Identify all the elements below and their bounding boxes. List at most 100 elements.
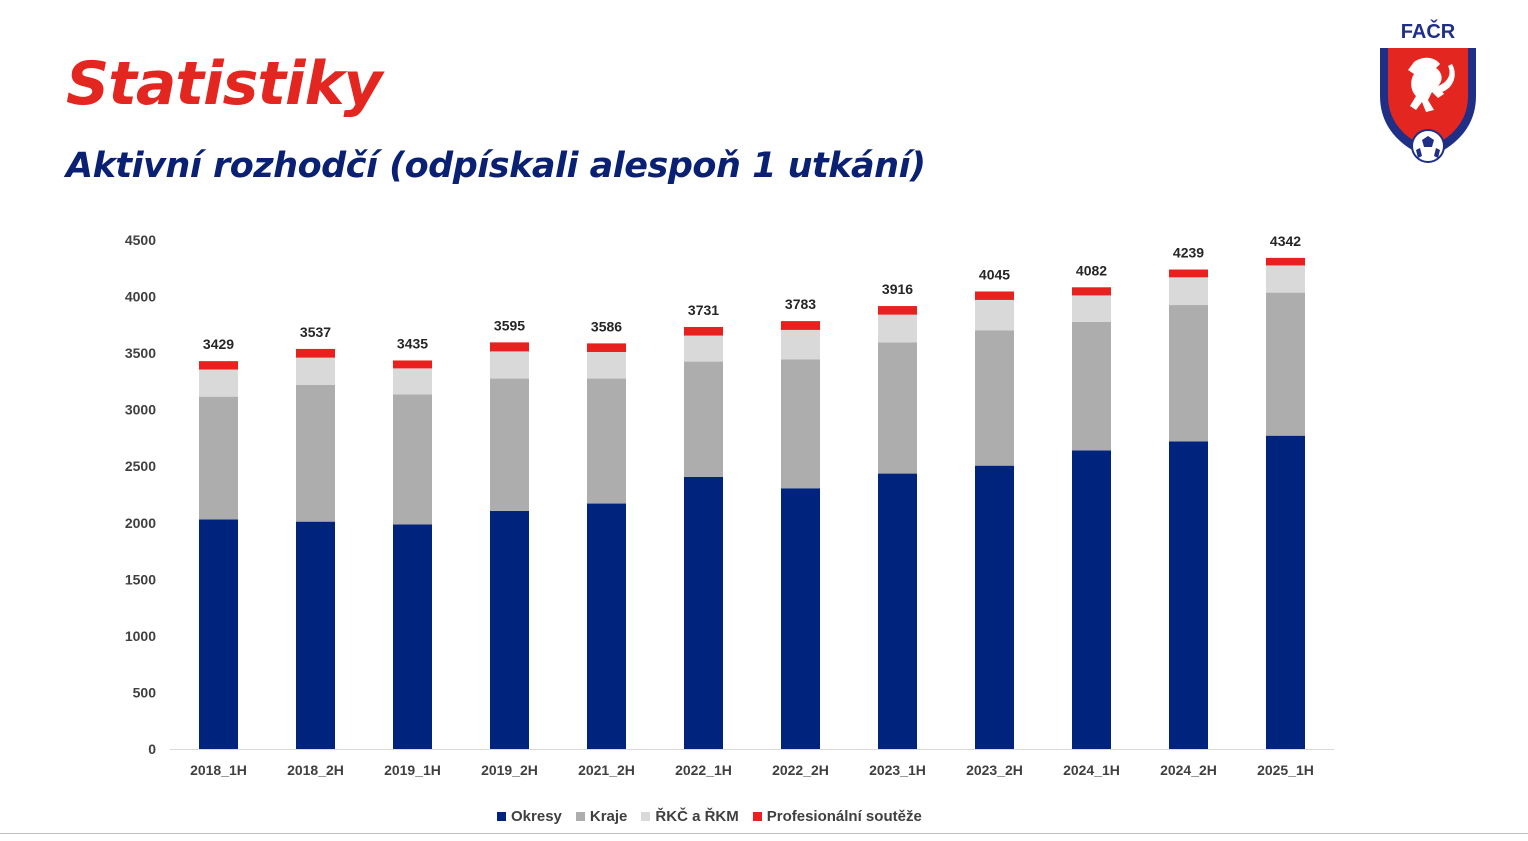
bar-segment	[490, 378, 529, 511]
x-tick-label: 2025_1H	[1257, 762, 1314, 778]
bar-segment	[1072, 295, 1111, 323]
y-tick-label: 4000	[125, 289, 156, 305]
legend-label: Kraje	[589, 808, 628, 825]
y-tick-label: 500	[133, 684, 157, 700]
bar-segment	[199, 396, 238, 520]
bar-segment	[490, 351, 529, 379]
bar-segment	[878, 314, 917, 343]
bar-segment	[1266, 292, 1305, 436]
bar-segment	[975, 330, 1014, 466]
bar-segment	[393, 368, 432, 395]
bar-segment	[1169, 305, 1208, 442]
data-label-total: 4045	[979, 266, 1010, 282]
bar-segment	[199, 369, 238, 397]
legend-swatch	[497, 812, 506, 821]
legend-swatch	[752, 812, 762, 821]
y-tick-label: 3500	[125, 345, 156, 361]
x-tick-label: 2018_1H	[190, 762, 247, 778]
y-tick-label: 2000	[125, 515, 156, 531]
data-label-total: 4342	[1270, 233, 1301, 249]
bar-segment	[199, 361, 238, 370]
bar-segment	[296, 384, 335, 522]
bar-segment	[490, 510, 529, 749]
legend-label: Okresy	[511, 808, 562, 825]
x-tick-label: 2023_2H	[966, 762, 1023, 778]
bar-segment	[1072, 450, 1111, 749]
data-label-total: 3537	[300, 324, 331, 340]
data-label-total: 3916	[882, 281, 913, 297]
y-tick-label: 1000	[125, 628, 156, 644]
slide-subtitle: Aktivní rozhodčí (odpískali alespoň 1 ut…	[66, 146, 926, 186]
x-tick-label: 2018_2H	[287, 762, 344, 778]
bar-segment	[1266, 435, 1305, 749]
y-axis: 0 500 1000 1500 2000 2500 3000 3500 4000 4500	[125, 232, 156, 757]
x-tick-label: 2019_1H	[384, 762, 441, 778]
stacked-bar-chart: 0 500 1000 1500 2000 2500 3000 3500 4000 4500 201…	[125, 232, 1334, 778]
bar-segment	[1072, 322, 1111, 451]
bar-segment	[684, 326, 723, 336]
data-label-total: 3586	[591, 318, 622, 334]
bar-segment	[587, 503, 626, 749]
bar-segment	[1072, 287, 1111, 296]
bar-segment	[975, 291, 1014, 300]
bar-segment	[296, 348, 335, 358]
y-tick-label: 4500	[125, 232, 156, 248]
bar-segment	[490, 342, 529, 352]
bar-segment	[781, 359, 820, 489]
data-label-total: 3435	[397, 335, 428, 351]
y-tick-label: 2500	[125, 458, 156, 474]
bar-segment	[1266, 265, 1305, 293]
x-tick-label: 2022_2H	[772, 762, 829, 778]
data-label-total: 4239	[1173, 245, 1204, 261]
legend-label: Profesionální soutěže	[766, 808, 922, 825]
legend-item: ŘKČ a ŘKM	[641, 808, 739, 825]
bar-segment	[878, 342, 917, 474]
x-tick-label: 2021_2H	[578, 762, 635, 778]
bar-segment	[1266, 257, 1305, 266]
data-label-total: 3595	[494, 317, 525, 333]
legend-item: Profesionální soutěže	[752, 808, 922, 825]
bar-segment	[684, 335, 723, 362]
bar-segment	[684, 476, 723, 749]
bar-segment	[393, 394, 432, 525]
bar-segment	[587, 351, 626, 379]
logo-text: FAČR	[1401, 19, 1456, 43]
bar-segment	[878, 473, 917, 749]
data-label-total: 3783	[785, 296, 816, 312]
bar-segment	[587, 343, 626, 352]
bar-segment	[975, 465, 1014, 749]
bar-segment	[393, 524, 432, 749]
bar-segment	[296, 357, 335, 385]
bar-segment	[393, 360, 432, 369]
legend-label: ŘKČ a ŘKM	[655, 808, 739, 825]
bars	[199, 257, 1305, 749]
bar-segment	[296, 521, 335, 749]
data-label-total: 3731	[688, 302, 719, 318]
legend-item: Kraje	[575, 808, 628, 825]
data-label-total: 3429	[203, 336, 234, 352]
x-tick-label: 2024_2H	[1160, 762, 1217, 778]
bar-segment	[1169, 277, 1208, 306]
bottom-divider	[0, 833, 1528, 834]
bar-segment	[878, 306, 917, 315]
legend-item: Okresy	[497, 808, 562, 825]
legend-swatch	[575, 812, 585, 821]
data-label-total: 4082	[1076, 262, 1107, 278]
x-axis: 2018_1H 2018_2H 2019_1H 2019_2H 2021_2H 2022_…	[190, 762, 1314, 778]
bar-segment	[1169, 441, 1208, 749]
y-tick-label: 0	[148, 741, 156, 757]
bar-segment	[781, 488, 820, 749]
lion-icon	[1408, 57, 1455, 112]
bar-segment	[1169, 269, 1208, 278]
x-tick-label: 2023_1H	[869, 762, 926, 778]
legend-swatch	[641, 812, 651, 821]
bar-segment	[199, 519, 238, 749]
bar-segment	[781, 329, 820, 360]
bar-segment	[781, 321, 820, 330]
slide-title: Statistiky	[66, 49, 383, 119]
data-labels: 3429 3537 3435 3595 3586 3731 3783 3916 4045 4082…	[203, 233, 1301, 352]
facr-logo: FAČR	[1380, 19, 1476, 163]
bar-segment	[684, 361, 723, 477]
x-tick-label: 2019_2H	[481, 762, 538, 778]
